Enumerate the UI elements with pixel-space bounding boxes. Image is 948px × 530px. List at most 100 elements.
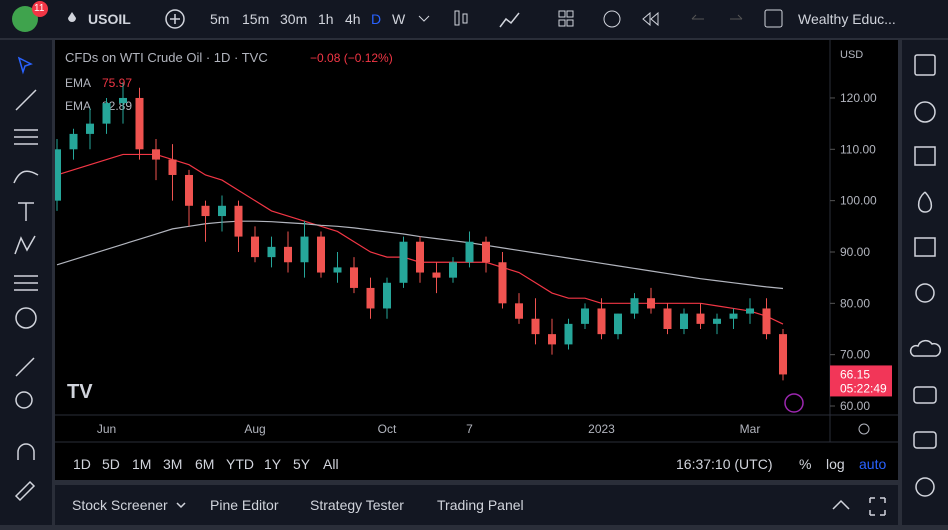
y-tick-label: 120.00	[840, 91, 877, 105]
candles-icon[interactable]	[454, 10, 460, 26]
ruler-tool[interactable]	[15, 357, 35, 377]
currency[interactable]: USD	[840, 49, 863, 61]
candle-body	[597, 308, 606, 335]
interval[interactable]: 15m	[242, 11, 270, 27]
top-bar: 11 USOIL 5m 15m 30m 1h 4h D W Wealthy Ed…	[0, 0, 948, 38]
redo[interactable]	[730, 14, 743, 20]
chevron[interactable]	[418, 15, 430, 22]
ideas[interactable]	[915, 283, 935, 303]
range-button[interactable]: 5Y	[293, 456, 311, 472]
range-button[interactable]: 1Y	[264, 456, 282, 472]
interval[interactable]: 1h	[318, 11, 334, 27]
candle-body	[201, 205, 210, 217]
right-toolbar	[902, 40, 948, 525]
candle-body	[119, 97, 127, 104]
scale-option[interactable]: auto	[859, 456, 887, 472]
events-icon[interactable]	[784, 393, 804, 413]
interval[interactable]: 5m	[210, 11, 230, 27]
bottom-panel: Stock Screener Pine Editor Strategy Test…	[55, 485, 898, 525]
candle-body	[449, 262, 457, 278]
drop-icon	[68, 12, 76, 22]
range-button[interactable]: 3M	[163, 456, 183, 472]
logo[interactable]	[12, 6, 38, 32]
chevron[interactable]	[176, 502, 186, 509]
range-button[interactable]: 1M	[132, 456, 152, 472]
maximize[interactable]	[869, 497, 886, 516]
replay-icon[interactable]	[642, 11, 659, 27]
help[interactable]	[915, 477, 935, 497]
scale-option[interactable]: %	[799, 456, 812, 472]
undo[interactable]	[691, 14, 704, 20]
checkbox[interactable]	[764, 9, 783, 28]
range-button[interactable]: 5D	[102, 456, 120, 472]
scale-option[interactable]: log	[826, 456, 845, 472]
candle-body	[366, 287, 375, 309]
line-tool[interactable]	[15, 89, 37, 111]
cursor-tool[interactable]	[17, 56, 33, 75]
magnet-tool[interactable]	[17, 443, 35, 460]
alerts[interactable]	[914, 101, 936, 123]
candle-body	[581, 308, 589, 324]
candle-body	[383, 282, 391, 309]
hotlist[interactable]	[917, 191, 933, 213]
data-window[interactable]	[914, 146, 936, 166]
candle-body	[630, 298, 639, 314]
candle-body	[482, 241, 490, 263]
interval[interactable]: D	[371, 11, 382, 27]
indicators-icon[interactable]	[499, 12, 520, 28]
pattern-tool[interactable]	[14, 235, 36, 255]
prediction-tool[interactable]	[14, 275, 38, 291]
interval[interactable]: 4h	[345, 11, 361, 27]
candle-body	[218, 205, 226, 217]
brush-tool[interactable]	[13, 170, 39, 184]
tab[interactable]: Strategy Tester	[310, 497, 404, 513]
last-price-tag	[830, 365, 892, 397]
bottom-icons	[176, 497, 886, 516]
candle-body	[317, 236, 325, 273]
candle-body	[713, 318, 721, 324]
candle-body	[333, 267, 342, 273]
candle-body	[416, 241, 424, 273]
layout-icon[interactable]	[558, 10, 566, 18]
alert-icon[interactable]	[603, 10, 621, 28]
candle-body	[696, 313, 705, 324]
range-button[interactable]: YTD	[226, 456, 254, 472]
tab[interactable]: Pine Editor	[210, 497, 279, 513]
countdown: 05:22:49	[840, 381, 887, 395]
tab[interactable]: Trading Panel	[437, 497, 524, 513]
last-price: 66.15	[840, 367, 870, 381]
y-tick-label: 110.00	[840, 142, 876, 156]
chats[interactable]	[913, 386, 937, 404]
zoom-tool[interactable]	[15, 391, 33, 409]
collapse[interactable]	[832, 499, 850, 510]
add-symbol[interactable]	[165, 9, 185, 29]
range-button[interactable]: 6M	[195, 456, 215, 472]
text-tool[interactable]	[18, 202, 34, 221]
interval[interactable]: W	[392, 11, 406, 27]
range-button[interactable]: 1D	[73, 456, 91, 472]
x-tick-label: Oct	[378, 422, 397, 436]
streams[interactable]	[913, 431, 937, 449]
symbol[interactable]: USOIL	[88, 11, 131, 27]
change: −0.08 (−0.12%)	[310, 51, 393, 65]
candle-body	[102, 103, 111, 124]
settings-icon[interactable]	[858, 423, 870, 435]
tv-logo: TV	[67, 381, 93, 403]
x-tick-label: Aug	[244, 422, 265, 436]
candle-body	[498, 262, 507, 304]
interval[interactable]: 30m	[280, 11, 308, 27]
news[interactable]	[909, 340, 942, 357]
lock-tool[interactable]	[14, 480, 36, 502]
tab[interactable]: Stock Screener	[72, 497, 168, 513]
candle-body	[762, 308, 771, 335]
clock[interactable]: 16:37:10 (UTC)	[676, 456, 773, 472]
fib-tool[interactable]	[14, 129, 38, 145]
y-tick-label: 100.00	[840, 194, 877, 208]
account[interactable]: Wealthy Educ...	[798, 11, 896, 27]
watchlist[interactable]	[914, 54, 936, 76]
emoji-tool[interactable]	[15, 307, 37, 329]
y-tick-label: 80.00	[840, 296, 870, 310]
calendar[interactable]	[914, 237, 936, 257]
range-button[interactable]: All	[323, 456, 339, 472]
